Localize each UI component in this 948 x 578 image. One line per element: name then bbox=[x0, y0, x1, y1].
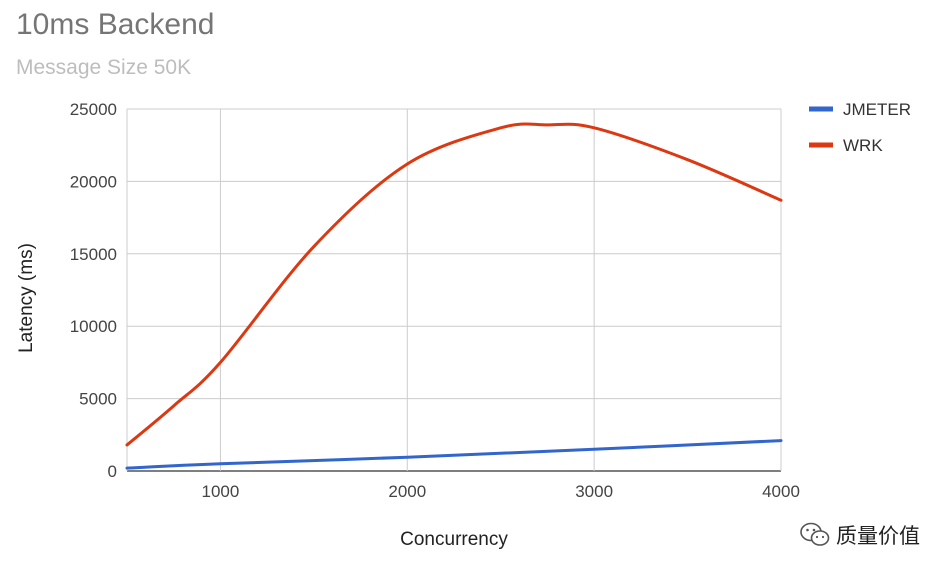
x-tick-label: 4000 bbox=[762, 482, 800, 501]
wechat-icon bbox=[800, 522, 830, 546]
y-axis-title: Latency (ms) bbox=[16, 243, 37, 353]
series-line-wrk bbox=[125, 122, 783, 447]
watermark-text: 质量价值 bbox=[836, 524, 920, 548]
y-tick-label: 5000 bbox=[79, 390, 117, 409]
x-axis-title: Concurrency bbox=[400, 529, 508, 550]
legend-label-wrk: WRK bbox=[843, 136, 883, 155]
tick-labels: 0 5000 10000 15000 20000 25000 1000 2000 3000 400… bbox=[70, 100, 800, 501]
y-tick-label: 25000 bbox=[70, 100, 117, 119]
y-tick-label: 0 bbox=[108, 462, 117, 481]
legend: JMETER WRK bbox=[809, 100, 911, 155]
legend-label-jmeter: JMETER bbox=[843, 100, 911, 119]
watermark: 质量价值 bbox=[800, 520, 920, 550]
series-line-jmeter bbox=[125, 439, 783, 470]
y-tick-label: 10000 bbox=[70, 317, 117, 336]
chart-title: 10ms Backend bbox=[16, 8, 215, 41]
series-lines bbox=[125, 122, 783, 470]
x-tick-label: 3000 bbox=[575, 482, 613, 501]
y-tick-label: 20000 bbox=[70, 172, 117, 191]
chart-subtitle: Message Size 50K bbox=[16, 56, 192, 79]
grid-lines bbox=[126, 108, 782, 472]
x-tick-label: 2000 bbox=[388, 482, 426, 501]
y-tick-label: 15000 bbox=[70, 245, 117, 264]
x-tick-label: 1000 bbox=[202, 482, 240, 501]
